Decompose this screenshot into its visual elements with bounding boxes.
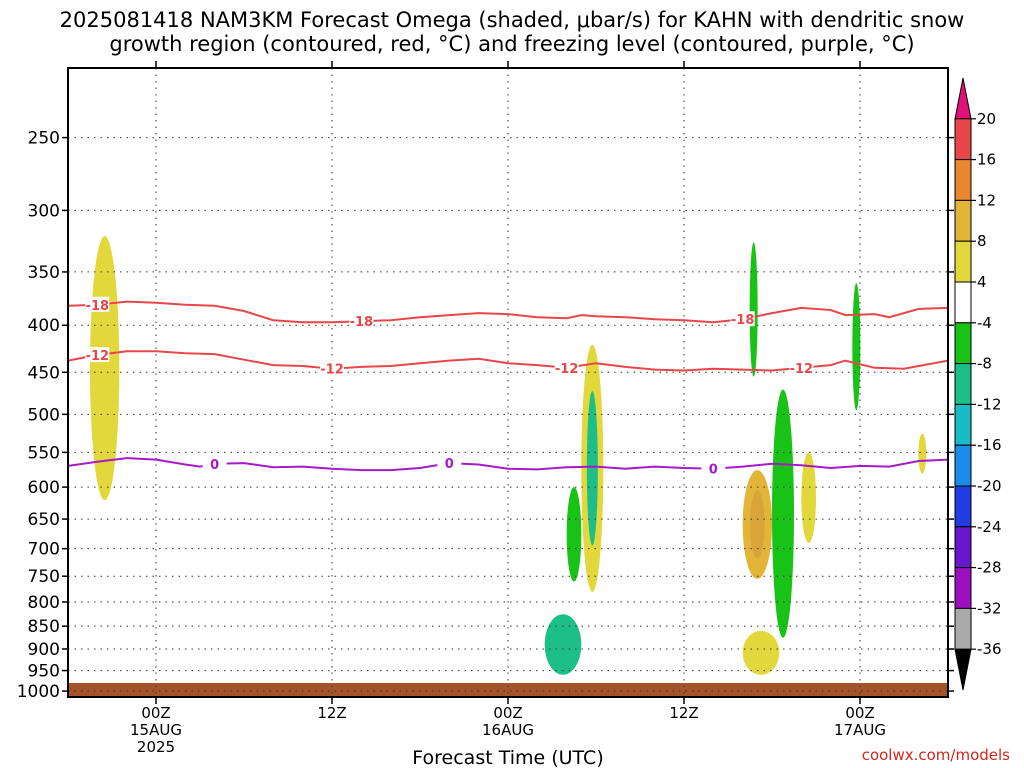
y-tick-label-950: 950 <box>28 662 60 682</box>
omega-region-7 <box>852 283 861 411</box>
colorbar-label-9: -20 <box>977 477 1002 495</box>
colorbar-label-4: 4 <box>977 273 987 291</box>
y-tick-label-650: 650 <box>28 510 60 530</box>
contour-label--12-3: -12 <box>790 362 814 377</box>
terrain <box>68 682 948 697</box>
omega-region-9 <box>801 452 817 543</box>
contour-label-bg <box>789 359 814 375</box>
x-tick-label-1-0: 12Z <box>317 704 346 722</box>
y-tick-label-500: 500 <box>28 405 60 425</box>
contour-label--12-1: -12 <box>320 363 344 378</box>
y-tick-label-300: 300 <box>28 201 60 221</box>
x-tick-label-0-0: 00Z <box>141 704 170 722</box>
contour-label-bg <box>85 347 110 363</box>
omega-core-2 <box>586 391 598 546</box>
omega-region-6 <box>772 389 794 638</box>
y-tick-label-600: 600 <box>28 478 60 498</box>
colorbar-label-10: -24 <box>977 518 1002 536</box>
omega-core-5 <box>750 490 765 559</box>
colorbar-label-1: 16 <box>977 151 996 169</box>
colorbar-label-11: -28 <box>977 559 1002 577</box>
colorbar-segment-3 <box>954 199 972 242</box>
colorbar-segment-13 <box>954 607 972 650</box>
contour-0 <box>68 457 948 472</box>
colorbar-label-7: -12 <box>977 395 1002 413</box>
x-tick-label-4-1: 17AUG <box>834 721 886 739</box>
colorbar-segment-2 <box>954 159 972 201</box>
contour-label-bg <box>349 313 374 329</box>
y-tick-label-450: 450 <box>28 363 60 383</box>
y-tick-label-900: 900 <box>28 640 60 660</box>
colorbar-segment-9 <box>954 444 972 487</box>
colorbar-label-12: -32 <box>977 599 1002 617</box>
contour-label-0-0: 0 <box>210 458 219 473</box>
contour-label-bg <box>701 460 726 476</box>
colorbar-segment-5 <box>954 281 972 324</box>
x-tick-label-0-2: 2025 <box>137 738 175 756</box>
y-tick-label-800: 800 <box>28 593 60 613</box>
y-tick-label-550: 550 <box>28 443 60 463</box>
colorbar-segment-14 <box>954 648 972 691</box>
contour-label-bg <box>730 311 755 327</box>
colorbar-label-13: -36 <box>977 640 1002 658</box>
y-tick-label-750: 750 <box>28 567 60 587</box>
colorbar-label-8: -16 <box>977 436 1002 454</box>
chart-title-line1: 2025081418 NAM3KM Forecast Omega (shaded… <box>59 8 965 32</box>
contour-label-bg <box>85 296 110 312</box>
x-tick-label-2-0: 00Z <box>493 704 522 722</box>
colorbar-segment-6 <box>954 322 972 365</box>
contour-label--18-1: -18 <box>350 315 374 330</box>
y-tick-label-700: 700 <box>28 540 60 560</box>
x-tick-label-4-0: 00Z <box>845 704 874 722</box>
omega-region-10 <box>918 433 927 474</box>
contour-label-bg <box>320 360 344 376</box>
contour-label--12-2: -12 <box>555 362 579 377</box>
colorbar-segment-4 <box>954 240 972 283</box>
colorbar-segment-8 <box>954 403 972 446</box>
x-tick-label-3-0: 12Z <box>669 704 698 722</box>
y-tick-label-400: 400 <box>28 316 60 336</box>
colorbar-segment-11 <box>954 526 972 569</box>
colorbar-label-2: 12 <box>977 191 996 209</box>
y-tick-label-350: 350 <box>28 263 60 283</box>
x-axis-label: Forecast Time (UTC) <box>412 747 603 768</box>
x-tick-label-0-1: 15AUG <box>130 721 182 739</box>
contour-label--18-2: -18 <box>731 313 755 328</box>
x-tick-label-2-1: 16AUG <box>482 721 534 739</box>
y-tick-label-850: 850 <box>28 617 60 637</box>
colorbar-segment-12 <box>954 567 972 609</box>
contour-label--12-0: -12 <box>86 349 110 364</box>
colorbar-label-0: 20 <box>977 110 996 128</box>
omega-region-4 <box>749 242 758 377</box>
omega-region-3 <box>544 614 582 675</box>
y-tick-label-1000: 1000 <box>17 682 60 702</box>
chart-title-line2: growth region (contoured, red, °C) and f… <box>109 32 915 56</box>
credit-text: coolwx.com/models <box>861 746 1010 764</box>
colorbar-label-5: -4 <box>977 314 992 332</box>
colorbar-segment-10 <box>954 485 972 528</box>
colorbar-label-3: 8 <box>977 232 987 250</box>
plot-area: -18 -18 -18 -12 -12 -12 -12 0 0 0 <box>68 68 948 697</box>
contour--18 <box>68 300 948 324</box>
omega-region-1 <box>566 487 582 582</box>
contour--12 <box>68 350 948 372</box>
contour-label-0-2: 0 <box>709 463 718 478</box>
y-tick-label-250: 250 <box>28 129 60 149</box>
contour-label--18-0: -18 <box>86 299 110 314</box>
omega-region-8 <box>742 630 780 675</box>
contour-label-bg <box>202 455 227 471</box>
plot-frame <box>67 67 949 698</box>
colorbar-segment-7 <box>954 363 972 405</box>
contour-label-0-1: 0 <box>445 457 454 472</box>
contour-label-bg <box>554 359 579 375</box>
colorbar-segment-1 <box>954 118 972 161</box>
colorbar-label-6: -8 <box>977 355 992 373</box>
colorbar-segment-0 <box>954 77 972 120</box>
contour-label-bg <box>437 455 462 471</box>
